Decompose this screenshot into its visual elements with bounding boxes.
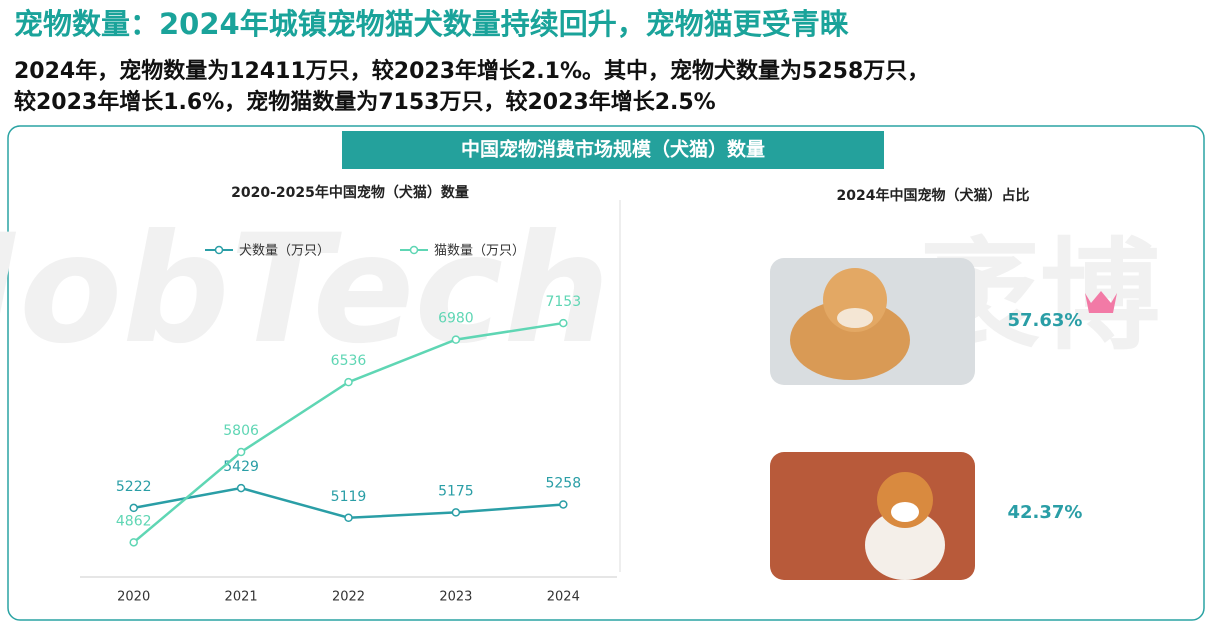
point bbox=[344, 513, 353, 523]
subtitle-line: 2024年，宠物数量为12411万只，较2023年增长2.1%。其中，宠物犬数量… bbox=[14, 58, 929, 84]
legend-marker bbox=[214, 245, 224, 255]
cat-photo bbox=[770, 258, 975, 385]
point bbox=[236, 483, 246, 493]
point bbox=[344, 377, 353, 387]
legend-label: 犬数量（万只） bbox=[239, 244, 330, 259]
x-tick-label: 2023 bbox=[439, 590, 472, 605]
chart-title: 2020-2025年中国宠物（犬猫）数量 bbox=[231, 184, 469, 201]
point bbox=[559, 500, 568, 509]
data-label: 6536 bbox=[331, 353, 367, 369]
share-label: 57.63% bbox=[1008, 310, 1083, 331]
banner-text: 中国宠物消费市场规模（犬猫）数量 bbox=[461, 138, 765, 161]
point bbox=[451, 335, 461, 344]
x-tick-label: 2024 bbox=[547, 590, 580, 605]
page-title: 宠物数量：2024年城镇宠物猫犬数量持续回升，宠物猫更受青睐 bbox=[14, 7, 849, 41]
banner bbox=[342, 131, 884, 169]
legend-label: 猫数量（万只） bbox=[434, 244, 525, 259]
watermark: MobTech bbox=[0, 203, 610, 377]
point bbox=[236, 447, 246, 457]
x-tick-label: 2022 bbox=[332, 590, 365, 605]
legend-marker bbox=[409, 245, 419, 255]
crown-icon bbox=[1085, 291, 1117, 313]
point bbox=[451, 508, 461, 517]
data-label: 6980 bbox=[438, 311, 474, 327]
chart-title: 2024年中国宠物（犬猫）占比 bbox=[837, 187, 1030, 204]
x-tick-label: 2021 bbox=[225, 590, 258, 605]
point bbox=[559, 318, 568, 328]
data-label: 5806 bbox=[223, 423, 259, 439]
panel bbox=[7, 125, 1205, 621]
data-label: 5175 bbox=[438, 483, 474, 499]
data-label: 5119 bbox=[331, 489, 367, 505]
point bbox=[129, 538, 138, 547]
x-tick-label: 2020 bbox=[117, 590, 150, 605]
data-label: 5222 bbox=[116, 479, 152, 495]
data-label: 5258 bbox=[545, 475, 581, 491]
dog-photo bbox=[770, 452, 975, 580]
data-label: 7153 bbox=[545, 294, 581, 310]
share-label: 42.37% bbox=[1008, 502, 1083, 523]
subtitle-line: 较2023年增长1.6%，宠物猫数量为7153万只，较2023年增长2.5% bbox=[14, 89, 716, 115]
point bbox=[129, 503, 138, 513]
data-label: 4862 bbox=[116, 513, 152, 529]
data-label: 5429 bbox=[223, 459, 259, 475]
